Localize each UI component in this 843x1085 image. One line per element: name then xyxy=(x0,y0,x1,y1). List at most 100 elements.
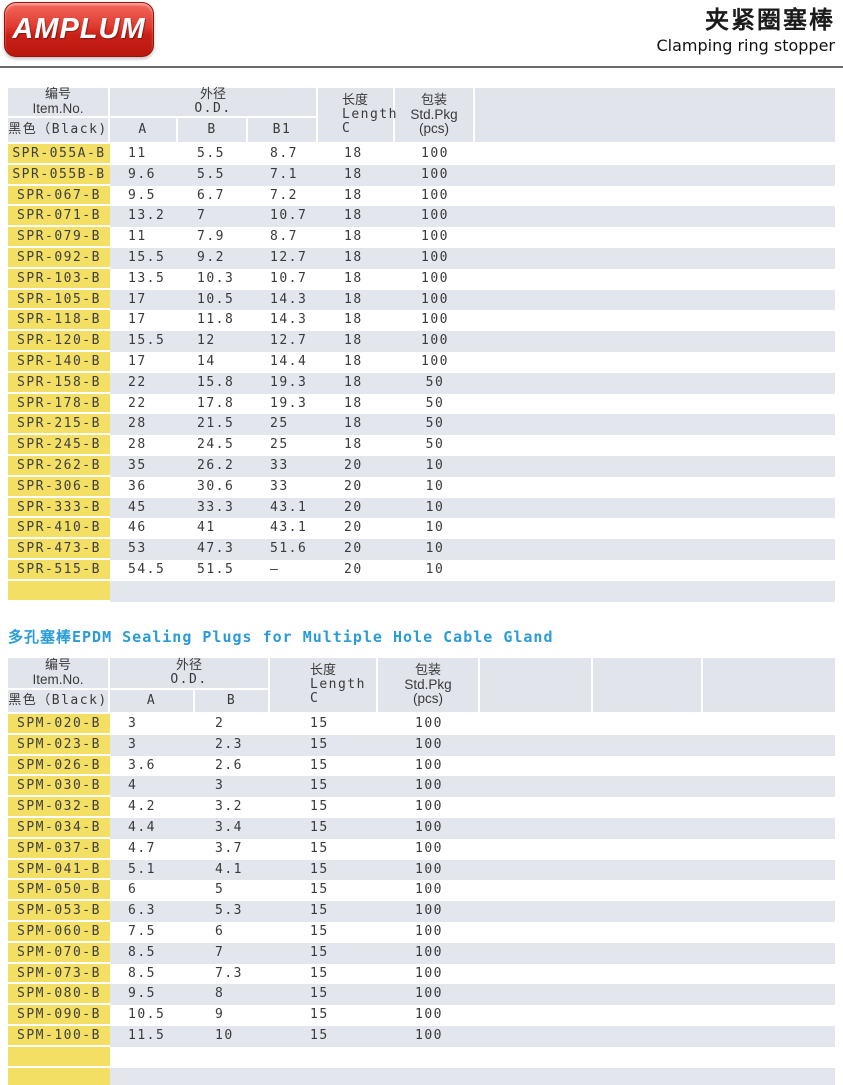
table1-cell-a: 9.5 xyxy=(128,187,156,203)
table-row xyxy=(8,1046,835,1068)
table1-cell-a: 36 xyxy=(128,478,147,494)
table2-cell-item: SPM-090-B xyxy=(8,1005,110,1026)
table1-cell-b: 5.5 xyxy=(197,146,225,161)
table1-cell-a xyxy=(110,581,178,602)
table1-header-filler xyxy=(475,88,835,142)
table1-cell-b: 24.5 xyxy=(197,437,235,453)
table1-cell-b: 10.3 xyxy=(197,270,235,286)
table2-cell-pkg xyxy=(378,1068,480,1085)
table2-cell-pkg: 100 xyxy=(415,799,443,815)
table2-cell-filler xyxy=(480,797,593,818)
table-row: SPR-515-B 54.5 51.5 – 20 10 xyxy=(8,559,835,581)
table2-cell-c: 15 xyxy=(310,736,329,752)
table2-cell-a: 4.2 xyxy=(128,799,156,815)
table1-cell-item: SPR-120-B xyxy=(8,331,110,352)
table2-cell-pkg: 100 xyxy=(415,923,443,939)
table1-cell-b1: 25 xyxy=(270,416,289,432)
table2-cell-item xyxy=(8,1046,110,1068)
table1-cell-filler xyxy=(475,310,835,331)
table1-cell-a: 13.2 xyxy=(128,208,166,224)
table2-header-filler-2 xyxy=(593,658,703,712)
table-row: SPR-079-B 11 7.9 8.7 18 100 xyxy=(8,227,835,248)
table2-cell-item: SPM-060-B xyxy=(8,921,110,943)
table1-header-col-a: A xyxy=(110,118,178,142)
table-row: SPM-100-B 11.5 10 15 100 xyxy=(8,1025,835,1047)
table1-header-od: 外径 O.D. xyxy=(110,88,318,118)
table2-cell-b: 2 xyxy=(215,716,225,731)
table2-cell-filler xyxy=(480,922,593,943)
table2-cell-a: 4 xyxy=(128,778,138,794)
table2-cell-a: 6 xyxy=(128,882,138,898)
table1-cell-filler xyxy=(475,581,835,602)
table1-header-pkg: 包装 Std.Pkg (pcs) xyxy=(395,88,475,142)
table1-cell-b1: 14.3 xyxy=(270,291,308,307)
table1-cell-filler xyxy=(475,456,835,477)
table1-cell-pkg: 100 xyxy=(421,353,449,369)
table1-header-length: 长度 Length C xyxy=(318,88,396,142)
table-row: SPR-215-B 28 21.5 25 18 50 xyxy=(8,414,835,436)
table2-cell-c: 15 xyxy=(310,965,329,981)
table1-cell-item: SPR-245-B xyxy=(8,435,110,456)
table-row: SPR-245-B 28 24.5 25 18 50 xyxy=(8,435,835,456)
table1-cell-filler xyxy=(475,518,835,539)
table1-header-item: 编号 Item.No. xyxy=(8,88,110,118)
table2-cell-pkg: 100 xyxy=(415,965,443,981)
table1-cell-b: 21.5 xyxy=(197,416,235,432)
table-row: SPR-178-B 22 17.8 19.3 18 50 xyxy=(8,393,835,415)
table-row: SPR-071-B 13.2 7 10.7 18 100 xyxy=(8,206,835,228)
table2-cell-a: 8.5 xyxy=(128,944,156,960)
table2-cell-c: 15 xyxy=(310,819,329,835)
table2-cell-b: 7.3 xyxy=(215,965,243,981)
table-row: SPR-067-B 9.5 6.7 7.2 18 100 xyxy=(8,185,835,207)
table-row: SPR-120-B 15.5 12 12.7 18 100 xyxy=(8,331,835,352)
table1-cell-c: 18 xyxy=(344,374,363,390)
table-row: SPR-262-B 35 26.2 33 20 10 xyxy=(8,455,835,477)
table2-cell-a: 7.5 xyxy=(128,923,156,939)
table1-cell-a: 15.5 xyxy=(128,249,166,265)
table2-cell-c: 15 xyxy=(310,944,329,960)
table1-cell-filler xyxy=(475,248,835,269)
table1-cell-pkg: 10 xyxy=(425,457,445,473)
table-row: SPM-041-B 5.1 4.1 15 100 xyxy=(8,859,835,881)
table2-cell-b: 5 xyxy=(215,882,225,898)
table2-cell-a: 6.3 xyxy=(128,903,156,919)
table1-cell-c: 18 xyxy=(344,333,363,349)
table1-cell-a: 17 xyxy=(128,291,147,307)
table1-header: 编号 Item.No. 外径 O.D. 长度 Length C 包装 Std.P… xyxy=(8,88,835,142)
table1-cell-b1: 43.1 xyxy=(270,520,308,536)
table1-cell-filler xyxy=(475,394,835,415)
table2-cell-item: SPM-050-B xyxy=(8,880,110,902)
table1-cell-pkg: 50 xyxy=(425,437,445,453)
table2-header-item: 编号 Item.No. xyxy=(8,658,110,690)
table2-cell-item: SPM-041-B xyxy=(8,859,110,881)
table2-cell-item: SPM-034-B xyxy=(8,817,110,839)
table1-cell-pkg: 50 xyxy=(425,416,445,432)
table2-cell-item: SPM-023-B xyxy=(8,734,110,756)
table2-cell-c: 15 xyxy=(310,778,329,794)
table1-cell-item: SPR-158-B xyxy=(8,372,110,394)
table-row xyxy=(8,580,835,602)
table1-cell-b1: 10.7 xyxy=(270,208,308,224)
table1-cell-c xyxy=(318,581,395,602)
table1-cell-c: 18 xyxy=(344,437,363,453)
table2-cell-pkg: 100 xyxy=(415,986,443,1002)
table-row: SPM-050-B 6 5 15 100 xyxy=(8,880,835,902)
table1-cell-filler xyxy=(475,435,835,456)
table1-cell-a: 13.5 xyxy=(128,270,166,286)
table1-cell-a: 22 xyxy=(128,395,147,411)
table2-cell-a: 4.7 xyxy=(128,840,156,856)
table1-cell-b1: 19.3 xyxy=(270,374,308,390)
table2-cell-a: 3.6 xyxy=(128,757,156,773)
header-divider xyxy=(0,66,843,68)
table2-cell-b: 3.4 xyxy=(215,819,243,835)
table2-body: SPM-020-B 3 2 15 100 SPM-023-B 3 2.3 15 100 SPM-02… xyxy=(8,714,835,1085)
table1-cell-b: 11.8 xyxy=(197,312,235,328)
table2-cell-a xyxy=(110,1047,195,1068)
table1-header-black: 黑色（Black) xyxy=(8,118,110,142)
table-row: SPR-473-B 53 47.3 51.6 20 10 xyxy=(8,539,835,560)
table2-header-length: 长度 Length C xyxy=(270,658,378,712)
table1-cell-pkg: 10 xyxy=(425,499,445,515)
table-row: SPM-026-B 3.6 2.6 15 100 xyxy=(8,755,835,777)
table2-cell-item: SPM-100-B xyxy=(8,1025,110,1047)
table1-cell-item: SPR-410-B xyxy=(8,518,110,540)
